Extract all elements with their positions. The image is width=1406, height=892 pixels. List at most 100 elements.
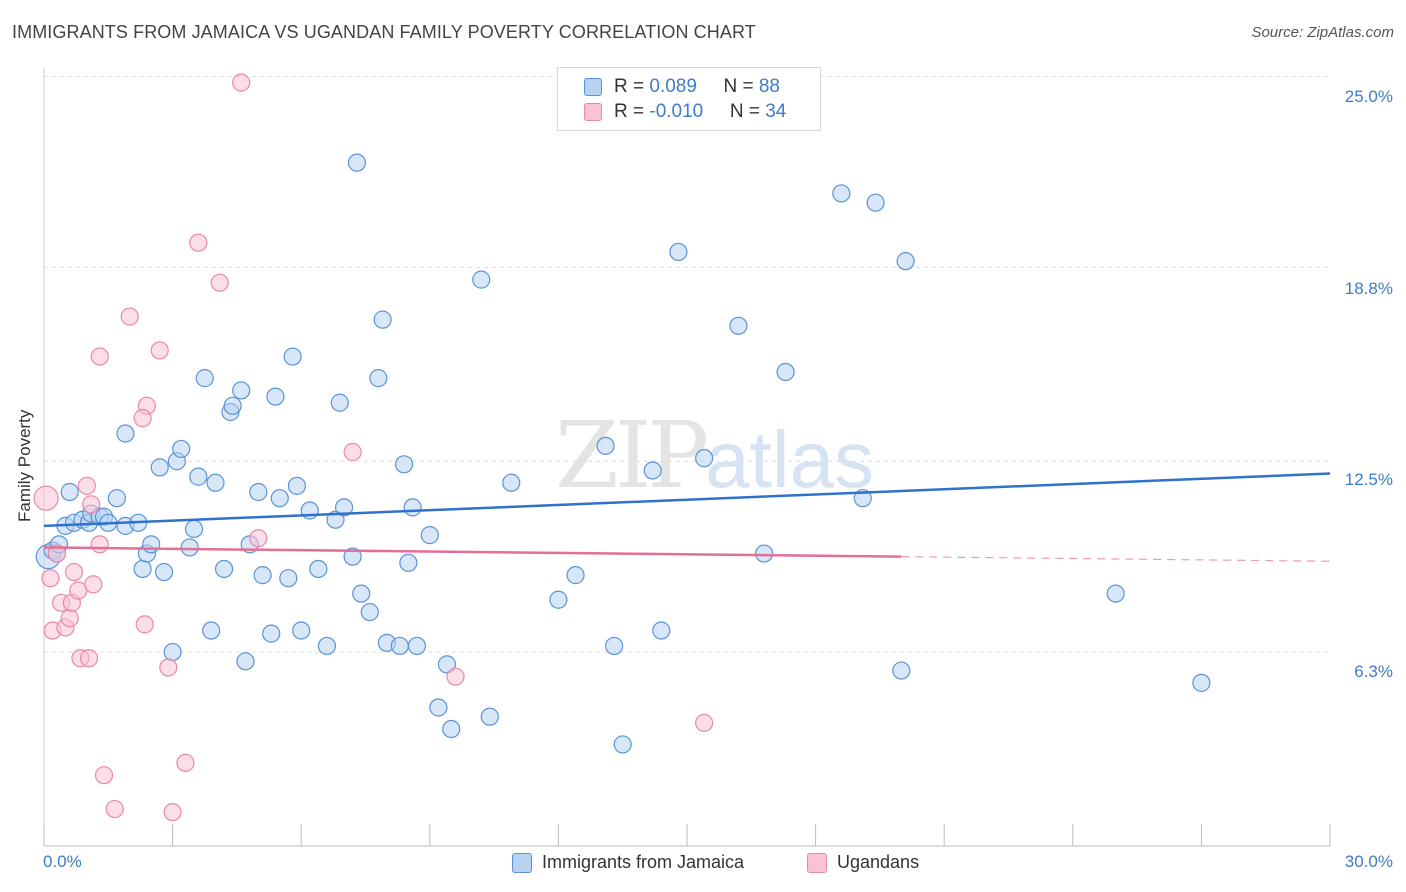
jamaica-point: [352, 584, 371, 603]
ugandan-point: [343, 442, 362, 462]
jamaica-point: [107, 489, 126, 508]
jamaica-point: [566, 566, 585, 585]
jamaica-point: [596, 436, 615, 455]
ugandan-point: [189, 233, 208, 252]
jamaica-point: [407, 636, 427, 656]
jamaica-trend-line: [43, 472, 1331, 528]
jamaica-point: [390, 636, 409, 656]
ugandan-point: [79, 649, 99, 668]
y-axis-label: Family Poverty: [15, 409, 34, 522]
jamaica-point: [172, 439, 191, 459]
jamaica-point: [292, 621, 311, 640]
jamaica-point: [442, 719, 461, 739]
jamaica-point: [180, 538, 199, 557]
ugandan-point: [249, 529, 268, 548]
jamaica-point: [643, 461, 662, 480]
watermark-zip: ZIP: [555, 402, 709, 509]
ugandan-point: [232, 73, 251, 92]
jamaica-point: [202, 621, 221, 640]
ugandan-point: [84, 575, 103, 594]
jamaica-point: [480, 707, 499, 726]
ugandan-point: [82, 495, 101, 514]
jamaica-point: [116, 424, 135, 443]
ugandan-point: [41, 569, 60, 588]
series-legend: Immigrants from Jamaica Ugandans: [0, 852, 1406, 878]
jamaica-point: [403, 498, 422, 517]
jamaica-point: [133, 559, 152, 579]
jamaica-point: [729, 316, 748, 335]
jamaica-point: [373, 310, 392, 329]
series-label-jamaica: Immigrants from Jamaica: [542, 852, 745, 872]
jamaica-point: [214, 559, 234, 579]
jamaica-point: [613, 735, 632, 754]
jamaica-point: [399, 553, 418, 572]
jamaica-point: [347, 153, 367, 172]
ugandan-point: [33, 485, 59, 511]
jamaica-point: [206, 473, 225, 492]
series-swatch-pink: [807, 853, 827, 873]
jamaica-point: [253, 566, 272, 585]
ugandan-point: [133, 409, 152, 428]
jamaica-point: [195, 369, 214, 388]
ugandan-point: [150, 341, 169, 360]
jamaica-point: [549, 590, 568, 609]
jamaica-point: [652, 621, 671, 640]
legend-n-label: N =: [723, 76, 759, 97]
jamaica-point: [896, 252, 915, 271]
chart-title: IMMIGRANTS FROM JAMAICA VS UGANDAN FAMIL…: [12, 22, 756, 42]
jamaica-point: [330, 393, 349, 412]
ugandan-point: [176, 753, 195, 772]
ugandan-point: [163, 803, 182, 822]
jamaica-point: [309, 559, 328, 579]
ugandan-point: [446, 667, 465, 686]
legend-r-label: R =: [614, 101, 650, 122]
jamaica-point: [232, 381, 251, 400]
ugandan-point: [120, 307, 139, 326]
jamaica-point: [317, 636, 337, 656]
jamaica-point: [249, 482, 268, 502]
legend-n-label: N =: [729, 101, 766, 122]
legend-r-value: -0.010: [649, 101, 704, 122]
jamaica-point: [343, 547, 362, 566]
stats-legend: R = 0.089 N = 88 R = -0.010 N = 34: [557, 67, 821, 131]
ugandan-point: [695, 713, 714, 732]
ugandan-point: [210, 273, 229, 292]
jamaica-point: [669, 242, 688, 262]
jamaica-point: [184, 519, 204, 539]
jamaica-point: [502, 473, 521, 492]
jamaica-point: [279, 569, 298, 588]
jamaica-point: [360, 602, 379, 622]
legend-swatch-blue: [584, 78, 602, 96]
jamaica-point: [429, 698, 448, 717]
jamaica-point: [223, 396, 242, 415]
ugandan-point: [159, 658, 178, 677]
jamaica-point: [369, 369, 388, 388]
jamaica-point: [472, 270, 491, 289]
jamaica-point: [832, 184, 851, 203]
jamaica-point: [334, 498, 354, 517]
source-label: Source: ZipAtlas.com: [1251, 24, 1394, 41]
jamaica-point: [1192, 673, 1211, 692]
legend-r-value: 0.089: [649, 76, 697, 97]
legend-n-value: 34: [765, 101, 787, 122]
ugandan-trend-extension: [901, 556, 1331, 562]
jamaica-point: [270, 489, 289, 508]
ugandan-point: [47, 544, 66, 563]
jamaica-point: [605, 636, 624, 656]
x-tick-label-max: 30.0%: [1344, 852, 1393, 871]
ugandan-point: [77, 476, 96, 495]
jamaica-point: [60, 482, 79, 502]
ugandan-point: [94, 766, 114, 785]
y-tick-label-18-8: 18.8%: [1344, 279, 1393, 298]
jamaica-point: [1106, 584, 1125, 603]
jamaica-point: [283, 347, 302, 366]
jamaica-point: [266, 387, 285, 406]
jamaica-point: [437, 655, 457, 674]
ugandan-point: [105, 799, 124, 819]
y-tick-label-6-3: 6.3%: [1354, 662, 1393, 681]
ugandan-trend-line: [43, 546, 902, 558]
jamaica-point: [150, 458, 169, 477]
jamaica-point: [262, 624, 281, 643]
watermark: ZIPatlas: [555, 402, 874, 509]
